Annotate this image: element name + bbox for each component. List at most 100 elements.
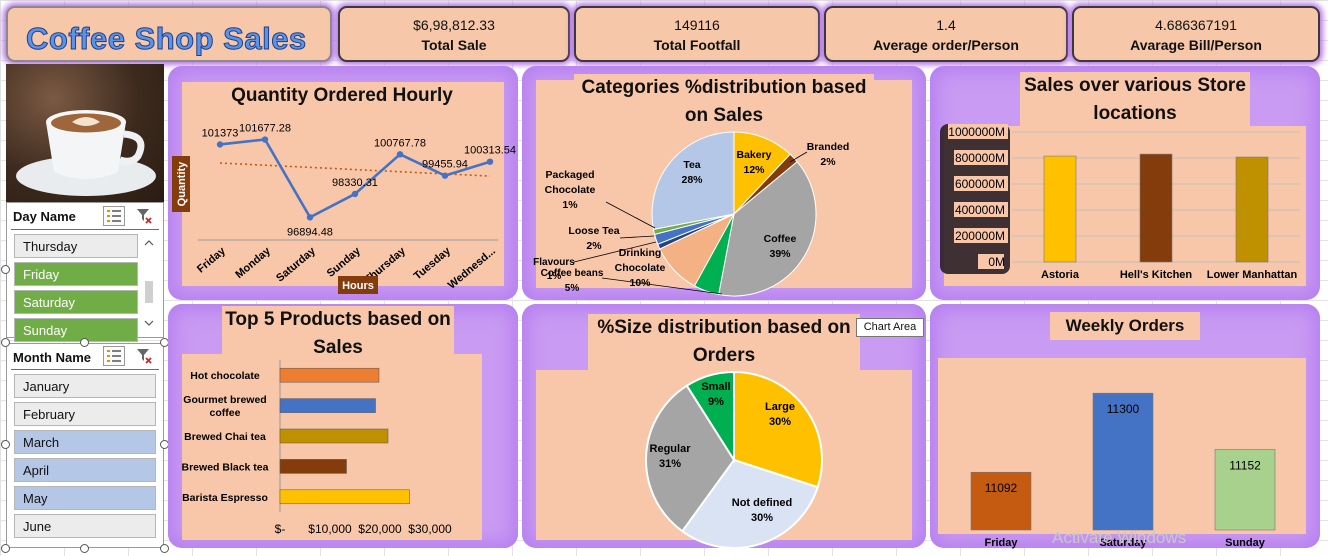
slicer-item-sunday[interactable]: Sunday [14, 318, 138, 342]
bar [279, 428, 389, 444]
pie-label: Regular [650, 443, 692, 455]
leader-line [573, 241, 657, 263]
y-tick-label: Barista Espresso [182, 492, 268, 504]
x-tick-label: $- [275, 522, 286, 536]
pie-label: 30% [769, 416, 791, 428]
slicer-item-april[interactable]: April [14, 458, 156, 482]
slicer-item-thursday[interactable]: Thursday [14, 234, 138, 258]
pie-label: Large [765, 401, 795, 413]
pie-label: 39% [769, 248, 791, 260]
locations-chart-panel[interactable]: Sales over various Store locations 0M 200… [930, 66, 1320, 300]
clear-filter-icon[interactable] [135, 347, 153, 365]
pie-label: Loose Tea [568, 225, 619, 237]
chart-title: Weekly Orders [1050, 312, 1200, 340]
resize-handle[interactable] [1, 265, 10, 274]
x-tick-label: Sunday [325, 245, 364, 280]
bar [279, 367, 380, 383]
y-axis-label: Quantity [176, 161, 188, 206]
resize-handle[interactable] [1, 544, 10, 553]
pie-label: 31% [659, 458, 681, 470]
clear-filter-icon[interactable] [135, 207, 153, 225]
kpi-label: Avarage Bill/Person [1130, 37, 1262, 53]
resize-handle[interactable] [80, 338, 89, 347]
data-point [306, 214, 314, 221]
data-label: 11152 [1229, 458, 1261, 472]
month-name-slicer[interactable]: Month Name January February March April May J… [6, 343, 164, 548]
kpi-value: 4.686367191 [1155, 17, 1237, 33]
resize-handle[interactable] [160, 544, 169, 553]
slicer-item-january[interactable]: January [14, 374, 156, 398]
bar [1092, 392, 1154, 531]
pie-label: 9% [708, 396, 724, 408]
leader-line [619, 235, 655, 239]
pie-label: Flavours [533, 257, 575, 268]
pie-slice-tea [651, 131, 735, 230]
x-tick-label: Lower Manhattan [1207, 269, 1298, 281]
slicer-item-june[interactable]: June [14, 514, 156, 538]
pie-label: 28% [681, 174, 703, 186]
resize-handle[interactable] [1, 338, 10, 347]
kpi-card-total-footfall: 149116 Total Footfall [574, 6, 820, 62]
multi-select-icon[interactable] [103, 346, 125, 366]
slicer-item-february[interactable]: February [14, 402, 156, 426]
y-tick-label: 400000M [955, 203, 1005, 217]
y-tick-label: coffee [210, 407, 241, 419]
x-axis-label-box [338, 276, 378, 294]
pie-label: 5% [565, 283, 580, 294]
pie-slice-regular [645, 384, 736, 533]
kpi-card-total-sale: $6,98,812.33 Total Sale [338, 6, 570, 62]
y-tick-bg [948, 124, 1008, 139]
slicer-item-friday[interactable]: Friday [14, 262, 138, 286]
chart-title: Top 5 Products based on Sales [222, 306, 454, 362]
bar [279, 459, 347, 474]
data-point [351, 190, 359, 198]
pie-label: Tea [683, 159, 700, 171]
pie-slice-small [685, 370, 735, 464]
x-axis-label: Hours [342, 280, 374, 292]
pie-label: Drinking [619, 247, 662, 259]
y-tick-label: Brewed Chai tea [184, 431, 266, 443]
bar [1139, 153, 1173, 263]
y-tick-label: 1000000M [948, 125, 1005, 139]
resize-handle[interactable] [1, 440, 10, 449]
kpi-card-average-bill: 4.686367191 Avarage Bill/Person [1072, 6, 1320, 62]
slicer-scrollbar[interactable] [143, 237, 155, 329]
hourly-chart-panel[interactable]: Quantity Ordered Hourly 101373 Friday 1016… [168, 66, 518, 300]
x-tick-label: Saturday [1099, 537, 1147, 549]
sizes-chart-panel[interactable]: %Size distribution based on Orders Large… [522, 304, 926, 548]
products-chart-panel[interactable]: Top 5 Products based on Sales Hot chocol… [168, 304, 518, 548]
pie-slice-bakery [733, 131, 791, 216]
bar [279, 398, 376, 413]
bar [1235, 156, 1269, 263]
slicer-divider [11, 229, 159, 230]
slicer-item-may[interactable]: May [14, 486, 156, 510]
kpi-label: Total Footfall [653, 37, 741, 53]
kpi-value: 1.4 [936, 17, 956, 33]
kpi-value: 149116 [674, 17, 720, 33]
dashboard-title: Coffee Shop Sales [26, 21, 307, 57]
pie-label: Not defined [732, 497, 793, 509]
day-slicer-title: Day Name [13, 209, 76, 224]
weekly-chart-panel[interactable]: Weekly Orders 11092 Friday 11300 Saturday 11… [930, 304, 1320, 549]
y-tick-bg [954, 150, 1008, 165]
x-tick-label: $20,000 [358, 522, 402, 536]
slicer-divider [11, 369, 159, 370]
data-point [486, 158, 494, 165]
categories-chart-panel[interactable]: Categories %distribution based on Sales … [522, 66, 926, 300]
day-name-slicer[interactable]: Day Name Thursday Friday Saturday Sunday [6, 202, 164, 342]
resize-handle[interactable] [80, 544, 89, 553]
multi-select-icon[interactable] [103, 206, 125, 226]
pie-label: 1% [547, 271, 562, 282]
y-tick-label: 0M [988, 255, 1005, 269]
y-tick-label: 200000M [955, 229, 1005, 243]
x-tick-label: Friday [984, 537, 1018, 549]
categories-pie-chart: Bakery 12% Branded 2% Coffee 39% Coffee beans 5… [533, 131, 849, 297]
y-tick-bg [978, 254, 1004, 269]
chart-plot-background [182, 354, 482, 540]
pie-label: Small [701, 381, 730, 393]
bar [279, 489, 410, 505]
y-tick-bg [954, 228, 1008, 243]
slicer-item-march[interactable]: March [14, 430, 156, 454]
slicer-item-saturday[interactable]: Saturday [14, 290, 138, 314]
